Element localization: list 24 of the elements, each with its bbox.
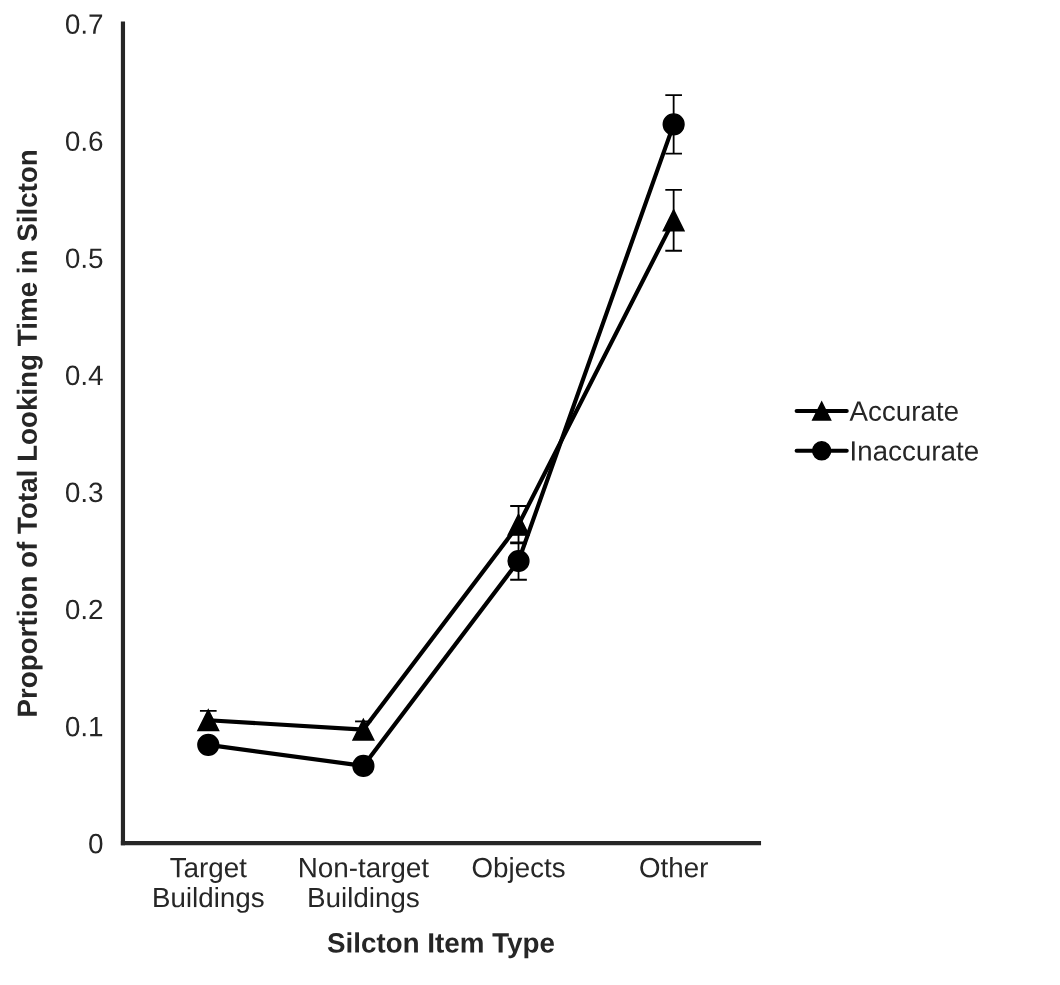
y-tick-label: 0.5 xyxy=(65,248,103,269)
point xyxy=(662,113,685,136)
point xyxy=(352,754,375,778)
x-tick-label: Other xyxy=(640,857,708,878)
y-tick-label: 0.2 xyxy=(65,599,103,620)
y-tick-label: 0.7 xyxy=(65,14,103,34)
point xyxy=(352,718,375,741)
y-tick-label: 0 xyxy=(89,833,103,854)
x-tick-label: Non-target Buildings xyxy=(300,858,429,913)
y-axis-title: Proportion of Total Looking Time in Silcton xyxy=(16,150,43,716)
x-tick-label: Target Buildings xyxy=(154,858,264,913)
legend-label: Accurate xyxy=(849,401,958,421)
x-axis-title: Silcton Item Type xyxy=(327,932,554,959)
y-tick-label: 0.6 xyxy=(65,131,103,152)
point xyxy=(507,513,530,536)
y-tick-label: 0.1 xyxy=(65,716,103,737)
y-tick-label: 0.3 xyxy=(65,482,103,503)
y-tick-label: 0.4 xyxy=(65,365,103,386)
point xyxy=(507,549,530,573)
legend-label: Inaccurate xyxy=(852,441,978,461)
point xyxy=(197,733,220,756)
x-tick-label: Objects xyxy=(472,857,565,883)
point xyxy=(197,709,220,732)
point xyxy=(662,209,685,232)
